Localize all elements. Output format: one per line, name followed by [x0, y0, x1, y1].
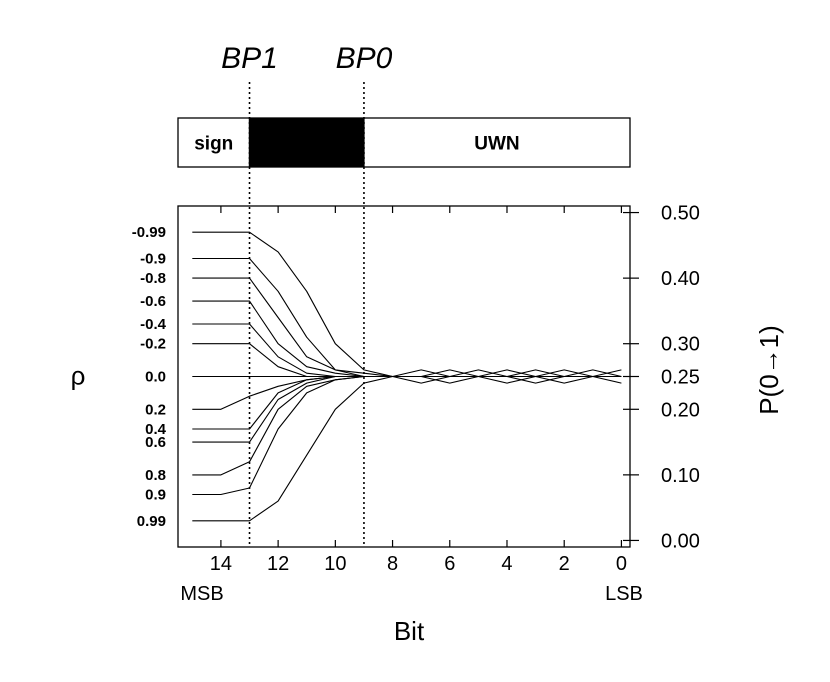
series-line-rho--0.99 [192, 231, 622, 378]
word-region-label-2: UWN [474, 134, 519, 155]
x-tick-label: 12 [267, 553, 289, 575]
rho-label: -0.2 [140, 336, 166, 353]
series-line-rho-0.99 [192, 375, 622, 522]
rho-label: -0.8 [140, 270, 166, 287]
x-axis-title: Bit [394, 616, 425, 646]
y-right-tick-label: 0.10 [661, 465, 700, 487]
rho-label: 0.9 [145, 487, 166, 504]
x-tick-label: 14 [210, 553, 232, 575]
y-left-axis-title: ρ [71, 361, 86, 391]
x-tick-label: 2 [559, 553, 570, 575]
x-axis: 14 12 10 8 6 4 2 0 MSB LSB [180, 206, 643, 605]
y-right-tick-label: 0.30 [661, 334, 700, 356]
rho-label: 0.8 [145, 467, 166, 484]
word-region-0 [177, 117, 251, 168]
rho-label: 0.2 [145, 401, 166, 418]
rho-label: 0.6 [145, 434, 166, 451]
rho-label: -0.6 [140, 293, 166, 310]
rho-label: 0.99 [137, 513, 166, 530]
word-region-1 [248, 117, 365, 168]
breakpoint-label-bp0: BP0 [336, 42, 393, 75]
y-right-tick-label: 0.25 [661, 367, 700, 389]
series-line-rho-0.8 [192, 369, 622, 476]
y-right-tick-label: 0.40 [661, 268, 700, 290]
y-right-tick-label: 0.20 [661, 399, 700, 421]
series-line-rho--0.9 [192, 257, 622, 384]
rho-label: -0.99 [132, 224, 166, 241]
x-msb-label: MSB [180, 583, 223, 605]
series-lines [192, 231, 622, 522]
y-right-tick-label: 0.50 [661, 203, 700, 225]
y-right-tick-label: 0.00 [661, 530, 700, 552]
y-right-axis: 0.50 0.40 0.30 0.25 0.20 0.10 0.00 [623, 203, 700, 552]
series-line-rho--0.4 [192, 323, 622, 384]
x-tick-label: 8 [387, 553, 398, 575]
word-format-bar: sign UWN [177, 117, 631, 168]
x-tick-label: 10 [324, 553, 346, 575]
series-line-rho-0.6 [192, 375, 622, 443]
x-lsb-label: LSB [605, 583, 643, 605]
series-line-rho-0.2 [192, 375, 622, 410]
breakpoint-label-bp1: BP1 [221, 42, 278, 75]
rho-label: -0.4 [140, 316, 167, 333]
word-region-2 [363, 117, 631, 168]
rho-label: 0.4 [145, 421, 167, 438]
rho-labels: -0.99 -0.9 -0.8 -0.6 -0.4 -0.2 0.0 0.2 0.40.6 0.8… [132, 224, 167, 530]
x-tick-label: 6 [444, 553, 455, 575]
series-line-rho--0.8 [192, 277, 622, 378]
series-line-rho--0.6 [192, 300, 622, 378]
breakpoint-lines: BP1 BP0 [221, 42, 393, 547]
word-region-label-0: sign [194, 134, 233, 155]
x-tick-label: 4 [501, 553, 512, 575]
x-tick-label: 0 [616, 553, 627, 575]
rho-label: 0.0 [145, 369, 166, 386]
series-line-rho-0.4 [192, 369, 622, 430]
rho-label: -0.9 [140, 250, 166, 267]
y-right-axis-title: P(0→1) [754, 325, 784, 415]
